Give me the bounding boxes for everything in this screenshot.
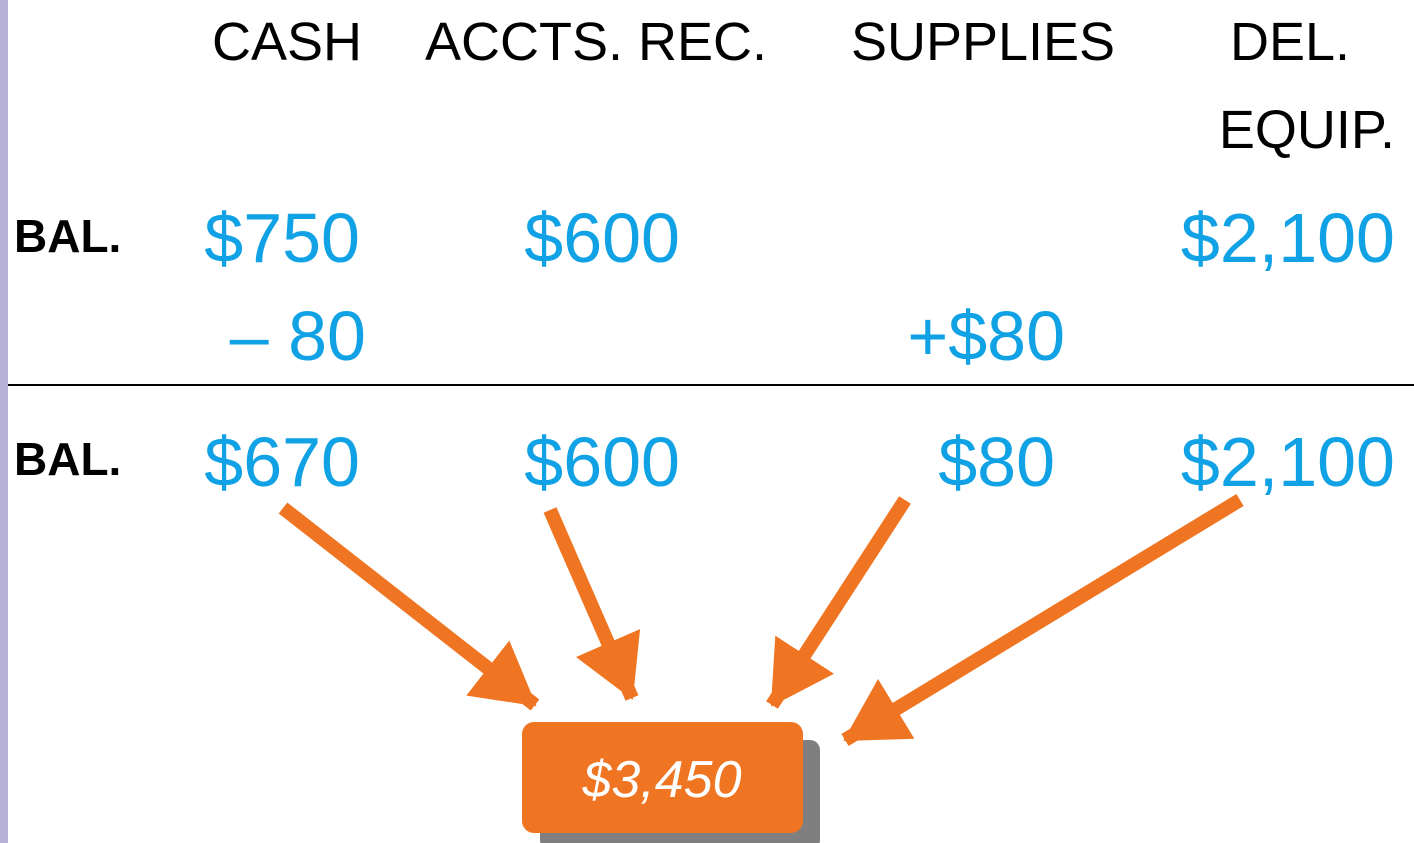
row-label: BAL. <box>14 210 121 262</box>
arrows <box>278 494 1244 746</box>
row-label: BAL. <box>14 433 121 485</box>
total-box <box>522 722 803 833</box>
cell: +$80 <box>907 297 1065 375</box>
column-header: EQUIP. <box>1219 100 1395 160</box>
arrow <box>543 507 641 701</box>
arrow <box>841 494 1244 746</box>
column-header: SUPPLIES <box>851 12 1115 72</box>
column-header: CASH <box>212 12 362 72</box>
cell: $750 <box>204 199 360 277</box>
cell: $600 <box>524 423 680 501</box>
cell: – 80 <box>230 297 366 375</box>
cell: $670 <box>204 423 360 501</box>
column-header: DEL. <box>1230 12 1350 72</box>
column-header: ACCTS. REC. <box>425 12 767 72</box>
cell: $80 <box>938 423 1055 501</box>
cell: $2,100 <box>1181 199 1395 277</box>
side-stripe <box>0 0 8 843</box>
cell: $2,100 <box>1181 423 1395 501</box>
arrow <box>278 502 540 711</box>
arrow <box>766 496 911 709</box>
total: $3,450 <box>581 751 741 809</box>
cell: $600 <box>524 199 680 277</box>
